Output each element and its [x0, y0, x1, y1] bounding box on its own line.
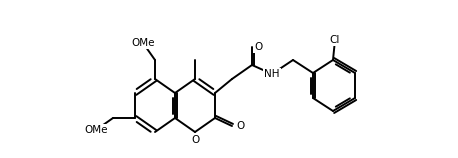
Text: O: O [254, 42, 262, 52]
Text: OMe: OMe [131, 38, 155, 48]
Text: OMe: OMe [84, 125, 108, 135]
Text: Cl: Cl [330, 35, 340, 45]
Text: NH: NH [264, 69, 280, 79]
Text: O: O [191, 135, 199, 145]
Text: O: O [236, 121, 244, 131]
